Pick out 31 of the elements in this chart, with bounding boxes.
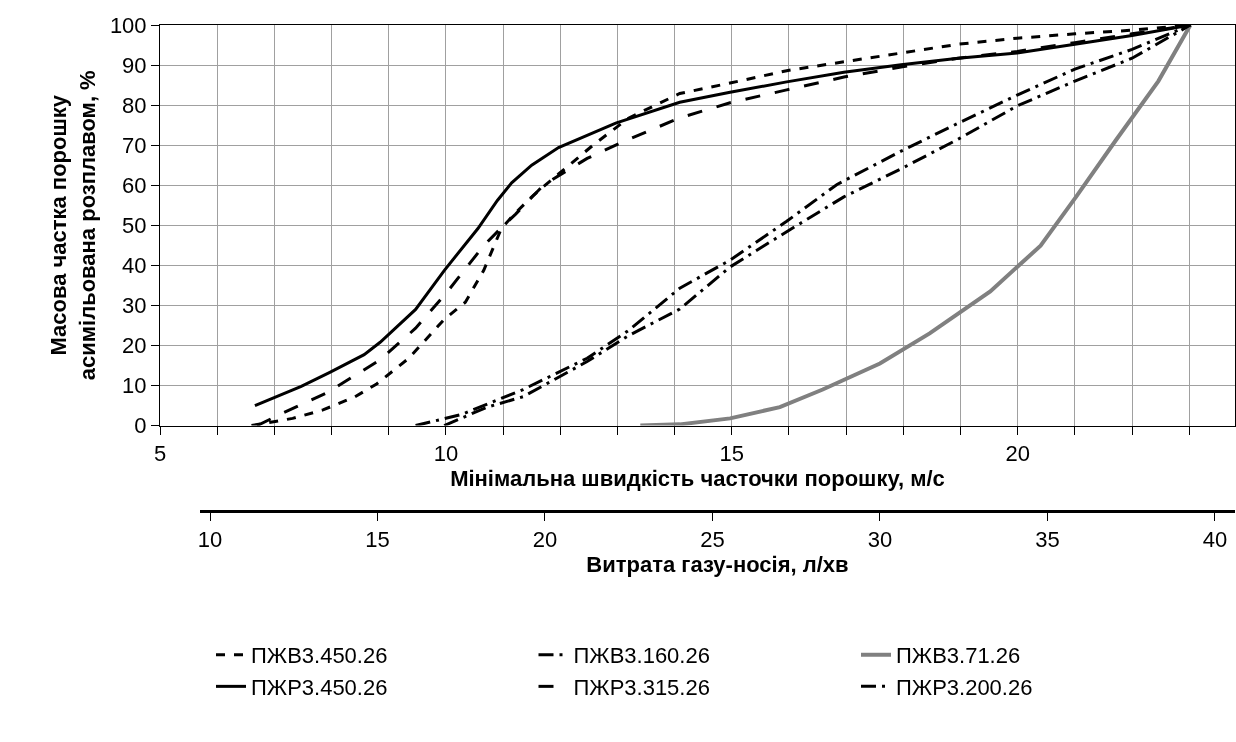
- x-axis-title: Мінімальна швидкість часточки порошку, м/с: [450, 465, 945, 491]
- y-tick-label: 0: [134, 413, 147, 439]
- x-tick-label: 20: [1005, 440, 1030, 466]
- x2-tick-label: 40: [1202, 527, 1228, 553]
- y-tick-label: 70: [122, 132, 147, 158]
- legend-label: ПЖР3.315.26: [573, 674, 710, 700]
- y-tick-label: 50: [122, 212, 147, 238]
- y-tick-label: 100: [109, 12, 147, 38]
- x2-axis-title: Витрата газу-носія, л/хв: [586, 552, 849, 578]
- x-tick-label: 15: [719, 440, 745, 466]
- y-tick-label: 10: [122, 373, 147, 399]
- legend-label: ПЖВ3.160.26: [573, 643, 710, 669]
- y-axis-title: Масова частка порошку асимільована розплавом, %: [46, 70, 100, 381]
- x2-tick-label: 30: [867, 527, 893, 553]
- x2-tick-label: 20: [532, 527, 558, 553]
- y-tick-label: 90: [122, 52, 147, 78]
- x2-tick-label: 15: [365, 527, 390, 553]
- x2-tick-label: 35: [1035, 527, 1060, 553]
- x-tick-label: 10: [433, 440, 459, 466]
- x-tick-label: 5: [153, 440, 167, 466]
- legend-label: ПЖВ3.71.26: [896, 643, 1021, 669]
- x2-tick-label: 25: [700, 527, 725, 553]
- y-tick-label: 80: [122, 92, 147, 118]
- y-tick-label: 20: [122, 333, 147, 359]
- y-tick-label: 40: [122, 253, 147, 279]
- legend-label: ПЖР3.450.26: [251, 674, 388, 700]
- y-tick-label: 30: [122, 293, 147, 319]
- y-tick-label: 60: [122, 172, 147, 198]
- x2-tick-label: 10: [197, 527, 223, 553]
- legend-label: ПЖР3.200.26: [896, 674, 1033, 700]
- legend-label: ПЖВ3.450.26: [251, 643, 388, 669]
